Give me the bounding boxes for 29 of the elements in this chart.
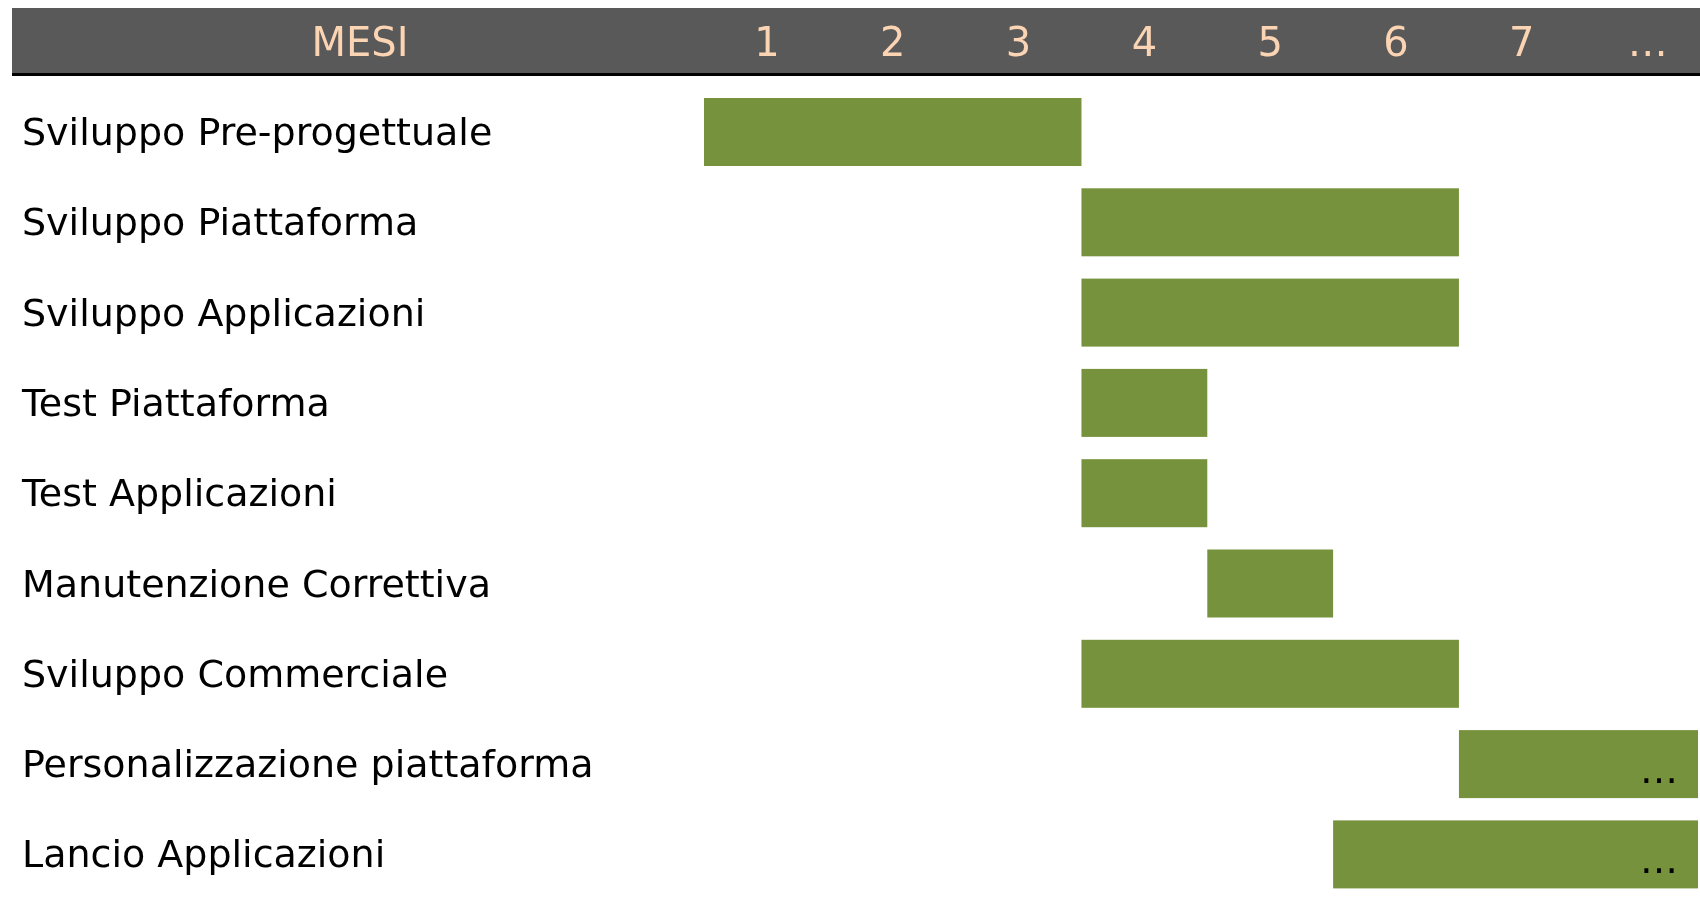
x-tick-label: 3: [1005, 19, 1032, 65]
x-tick-label: 4: [1131, 19, 1158, 65]
bar: [1081, 639, 1459, 708]
bar: [1333, 820, 1698, 889]
x-tick-label: 1: [754, 19, 780, 65]
x-tick-label: 7: [1509, 19, 1535, 65]
x-axis-title: MESI: [311, 19, 409, 65]
y-tick-label: Personalizzazione piattaforma: [22, 742, 594, 787]
x-tick-label: …: [1627, 19, 1668, 65]
bar: [1081, 188, 1459, 257]
y-tick-label: Sviluppo Piattaforma: [22, 200, 419, 245]
x-tick-label: 6: [1383, 19, 1409, 65]
bar: [1081, 278, 1459, 347]
y-tick-label: Sviluppo Commerciale: [22, 651, 449, 696]
data-label: …: [1640, 748, 1678, 793]
x-tick-label: 5: [1257, 19, 1283, 65]
y-tick-label: Lancio Applicazioni: [22, 832, 386, 877]
y-tick-label: Sviluppo Applicazioni: [22, 290, 426, 335]
bar: [1081, 459, 1208, 528]
y-tick-label: Sviluppo Pre-progettuale: [22, 110, 493, 154]
y-tick-label: Test Piattaforma: [21, 380, 330, 425]
bar: [1458, 730, 1698, 799]
bar: [1081, 368, 1208, 437]
data-label: …: [1640, 838, 1678, 883]
bar: [704, 98, 1082, 166]
y-tick-label: Manutenzione Correttiva: [22, 561, 491, 606]
x-tick-label: 2: [880, 19, 906, 65]
bar: [1207, 549, 1334, 618]
y-tick-label: Test Applicazioni: [21, 471, 337, 516]
